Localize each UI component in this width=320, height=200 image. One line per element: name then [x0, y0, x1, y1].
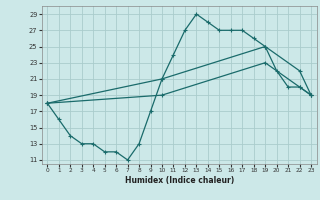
X-axis label: Humidex (Indice chaleur): Humidex (Indice chaleur) — [124, 176, 234, 185]
